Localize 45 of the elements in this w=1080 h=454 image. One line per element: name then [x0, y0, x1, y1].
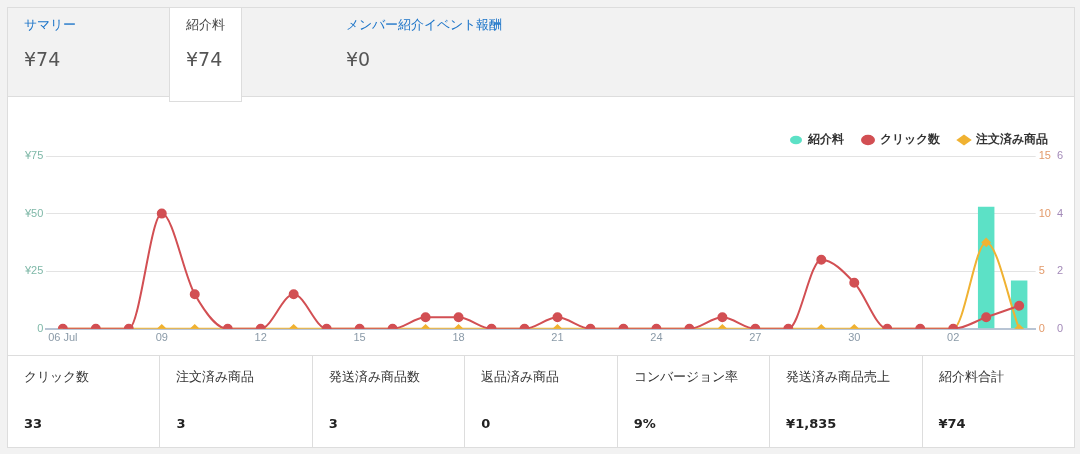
x-tick-label: 06 Jul — [48, 331, 78, 344]
x-tick-label: 21 — [551, 331, 564, 344]
text: ¥74 — [24, 48, 62, 70]
text: 返品済み商品 — [481, 368, 561, 386]
x-tick-label: 02 — [947, 331, 960, 344]
legend-label: 注文済み商品 — [975, 132, 1048, 147]
y-tick-label: ¥50 — [23, 206, 44, 219]
text: サマリー — [24, 16, 76, 34]
x-tick-label: 24 — [650, 331, 663, 344]
text: 紹介料 — [186, 16, 225, 34]
y2-tick-label: 10 — [1038, 206, 1051, 219]
y-tick-label: 0 — [37, 321, 44, 334]
y2-tick-label: 0 — [1038, 321, 1045, 334]
text: クリック数 — [24, 368, 90, 386]
text: メンバー紹介イベント報酬 — [346, 16, 502, 34]
text: ¥1,835 — [786, 416, 838, 431]
y-tick-label: ¥25 — [23, 264, 44, 277]
text: 発送済み商品売上 — [786, 368, 892, 386]
text: 33 — [24, 416, 44, 431]
x-tick-label: 12 — [254, 331, 267, 344]
x-tick-label: 27 — [749, 331, 762, 344]
y3-tick-label: 2 — [1056, 264, 1064, 277]
x-tick-label: 18 — [452, 331, 465, 344]
text: 3 — [176, 416, 187, 431]
x-tick-label: 15 — [353, 331, 366, 344]
text: 9% — [633, 416, 657, 431]
legend-label: 紹介料 — [807, 132, 844, 147]
text: 紹介料合計 — [938, 368, 1005, 386]
text: ¥74 — [186, 48, 224, 70]
y2-tick-label: 15 — [1038, 149, 1051, 162]
x-tick-label: 09 — [155, 331, 168, 344]
y-tick-label: ¥75 — [23, 149, 44, 162]
legend-label: クリック数 — [880, 132, 941, 147]
text: ¥0 — [346, 48, 372, 70]
y3-tick-label: 4 — [1056, 206, 1064, 219]
text: 3 — [328, 416, 339, 431]
text: 注文済み商品 — [176, 368, 256, 386]
x-tick-label: 30 — [848, 331, 861, 344]
y3-tick-label: 6 — [1056, 149, 1064, 162]
text: ¥74 — [938, 416, 967, 431]
text: 0 — [481, 416, 492, 431]
y2-tick-label: 5 — [1038, 264, 1045, 277]
y3-tick-label: 0 — [1056, 321, 1064, 334]
text: 発送済み商品数 — [328, 368, 421, 386]
text: コンバージョン率 — [633, 368, 739, 386]
